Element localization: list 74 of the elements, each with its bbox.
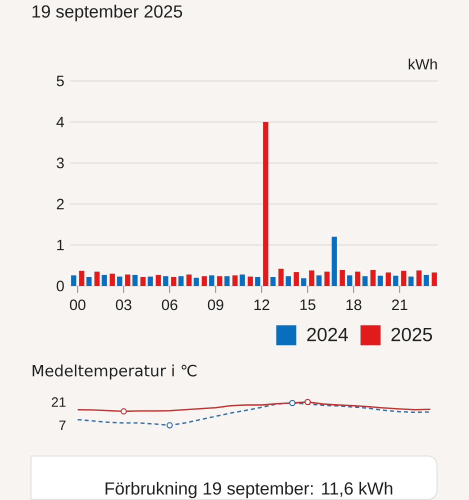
bar [224,276,230,286]
bar [309,270,314,286]
bar [156,274,161,286]
point [289,400,296,406]
bar [263,122,268,286]
bar [362,276,368,286]
bar [125,274,130,286]
bar [386,272,391,286]
y-tick-label: 1 [57,240,64,250]
y-tick-label: 21 [52,397,66,407]
bar [86,276,92,286]
bar [278,268,284,286]
bar [416,270,422,286]
legend-label: 2025 [391,328,432,342]
bar [194,278,199,286]
bar [102,274,107,286]
x-tick-label: 06 [162,300,178,310]
legend-label: 2024 [307,328,348,342]
bar [232,275,238,286]
x-tick-label: 21 [392,300,408,310]
x-tick-label: 09 [208,300,224,310]
bar [132,274,138,286]
bar [408,276,414,286]
point [166,422,173,428]
y-tick-label: 7 [59,420,66,430]
text: Förbrukning 19 september: 11,6 kWh [106,482,392,498]
x-tick-label: 03 [116,300,132,310]
y-tick-label: 0 [56,280,64,292]
y-tick-label: 3 [56,158,64,168]
bar [301,278,306,286]
bar [316,275,322,286]
bar [424,274,429,286]
bar [255,276,260,286]
x-tick-label: 18 [346,300,362,310]
bar [294,272,299,286]
bar [248,276,253,286]
bar [270,276,276,286]
bar [393,276,398,286]
chart-title: 19 september 2025 [32,4,182,22]
bar [186,274,192,286]
bar [324,272,330,286]
bar [332,236,337,286]
bar [202,276,207,286]
bar [370,270,376,286]
bar [347,275,352,286]
chart-title: Medeltemperatur i ℃ [32,364,196,380]
bar [148,276,153,286]
bar [117,276,122,286]
bar [286,276,291,286]
bar [432,272,437,286]
bar [340,270,345,286]
bar [140,276,146,286]
point [304,398,311,406]
bar [163,276,168,286]
bar [209,275,214,286]
bar [355,272,360,286]
bar [94,272,100,286]
bar [178,276,184,286]
bar [217,276,222,286]
x-tick-label: 12 [254,300,270,310]
bar [378,276,383,286]
bar [79,270,84,286]
bar [240,274,245,286]
y-tick-label: 2 [56,198,64,210]
y-tick-label: 4 [56,116,64,128]
x-tick-label: 15 [300,300,316,310]
bar [401,270,406,286]
y-tick-label: 5 [56,76,64,86]
x-tick-label: 00 [70,300,86,310]
bar [110,274,115,286]
point [120,408,127,414]
y-axis-title: kWh [408,58,437,70]
bar [71,275,76,286]
bar [171,276,176,286]
